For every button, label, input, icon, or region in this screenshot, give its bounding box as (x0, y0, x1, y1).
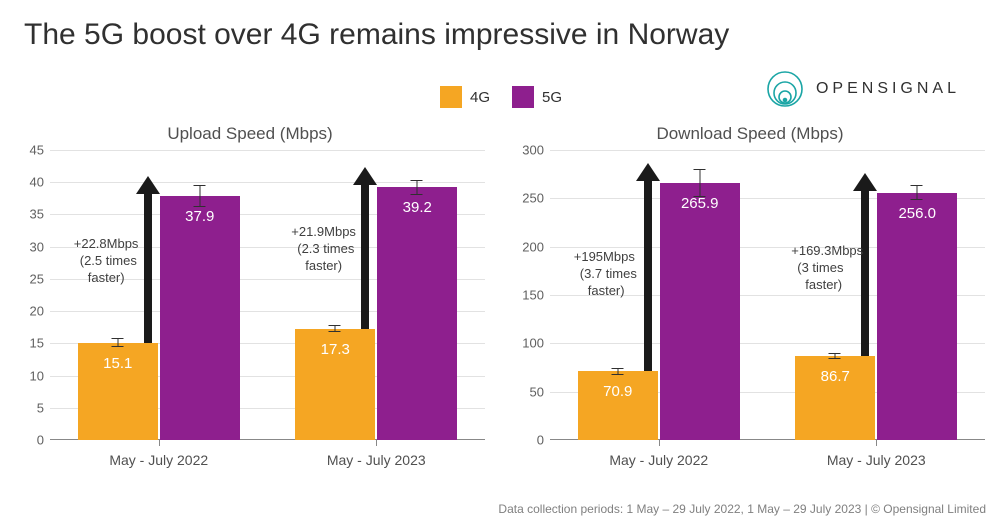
legend-swatch-5g (512, 86, 534, 108)
bar-value-label: 265.9 (660, 195, 740, 212)
panel-title: Download Speed (Mbps) (500, 124, 1000, 144)
bar-5g: 256.0 (877, 193, 957, 440)
x-tick-mark (876, 440, 877, 446)
bar-4g: 17.3 (295, 329, 375, 440)
y-tick-label: 35 (10, 207, 44, 222)
bar-value-label: 17.3 (295, 341, 375, 358)
y-tick-label: 10 (10, 368, 44, 383)
bar-value-label: 15.1 (78, 355, 158, 372)
annot-line3: faster) (291, 258, 342, 273)
boost-annotation: +169.3Mbps (3 times faster) (791, 243, 863, 294)
y-tick-label: 250 (510, 191, 544, 206)
bar-value-label: 37.9 (160, 208, 240, 225)
plot-area: 051015202530354045May - July 202215.137.… (50, 150, 485, 440)
boost-annotation: +195Mbps (3.7 times faster) (574, 249, 637, 300)
y-tick-label: 0 (510, 433, 544, 448)
x-tick-mark (659, 440, 660, 446)
bar-5g: 39.2 (377, 187, 457, 440)
grid-line (50, 182, 485, 183)
error-bar (417, 180, 418, 195)
annot-line2: (2.3 times (291, 241, 354, 256)
annot-line3: faster) (74, 270, 125, 285)
y-tick-label: 200 (510, 239, 544, 254)
error-bar (117, 338, 118, 347)
footer-text: Data collection periods: 1 May – 29 July… (498, 502, 986, 516)
y-tick-label: 50 (510, 384, 544, 399)
bar-value-label: 70.9 (578, 383, 658, 400)
brand-text: OPENSIGNAL (816, 80, 960, 98)
y-tick-label: 40 (10, 175, 44, 190)
boost-arrow (361, 181, 369, 328)
annot-line1: +22.8Mbps (74, 236, 139, 251)
grid-line (550, 150, 985, 151)
boost-arrow (144, 190, 152, 343)
annot-line3: faster) (574, 283, 625, 298)
opensignal-icon (766, 70, 804, 108)
bar-4g: 15.1 (78, 343, 158, 440)
annot-line1: +169.3Mbps (791, 243, 863, 258)
annot-line2: (3 times (791, 260, 843, 275)
legend: 4G 5G (440, 86, 562, 108)
bar-value-label: 256.0 (877, 205, 957, 222)
bar-value-label: 86.7 (795, 368, 875, 385)
bar-4g: 86.7 (795, 356, 875, 440)
x-tick-label: May - July 2022 (609, 452, 708, 468)
annot-line1: +21.9Mbps (291, 224, 356, 239)
plot-area: 050100150200250300May - July 202270.9265… (550, 150, 985, 440)
annot-line3: faster) (791, 277, 842, 292)
error-bar (617, 368, 618, 376)
y-tick-label: 300 (510, 143, 544, 158)
page-title: The 5G boost over 4G remains impressive … (0, 0, 1000, 52)
bar-5g: 265.9 (660, 183, 740, 440)
y-tick-label: 0 (10, 433, 44, 448)
annot-line1: +195Mbps (574, 249, 635, 264)
x-tick-label: May - July 2022 (109, 452, 208, 468)
error-bar (199, 185, 200, 207)
y-tick-label: 15 (10, 336, 44, 351)
y-tick-label: 30 (10, 239, 44, 254)
bar-5g: 37.9 (160, 196, 240, 440)
y-tick-label: 20 (10, 304, 44, 319)
x-tick-mark (376, 440, 377, 446)
boost-annotation: +22.8Mbps (2.5 times faster) (74, 236, 139, 287)
error-bar (835, 353, 836, 359)
x-tick-label: May - July 2023 (827, 452, 926, 468)
legend-label-4g: 4G (470, 89, 490, 106)
annot-line2: (3.7 times (574, 266, 637, 281)
x-tick-label: May - July 2023 (327, 452, 426, 468)
brand: OPENSIGNAL (766, 70, 960, 108)
header-row: 4G 5G OPENSIGNAL (0, 68, 1000, 118)
bar-4g: 70.9 (578, 371, 658, 440)
y-tick-label: 5 (10, 400, 44, 415)
upload-chart-panel: Upload Speed (Mbps)051015202530354045May… (0, 120, 500, 480)
legend-label-5g: 5G (542, 89, 562, 106)
boost-arrow (644, 177, 652, 372)
error-bar (699, 169, 700, 196)
error-bar (917, 185, 918, 200)
grid-line (50, 150, 485, 151)
charts-container: Upload Speed (Mbps)051015202530354045May… (0, 120, 1000, 480)
panel-title: Upload Speed (Mbps) (0, 124, 500, 144)
download-chart-panel: Download Speed (Mbps)050100150200250300M… (500, 120, 1000, 480)
boost-annotation: +21.9Mbps (2.3 times faster) (291, 224, 356, 275)
y-tick-label: 150 (510, 288, 544, 303)
y-tick-label: 100 (510, 336, 544, 351)
bar-value-label: 39.2 (377, 199, 457, 216)
y-tick-label: 25 (10, 271, 44, 286)
y-tick-label: 45 (10, 143, 44, 158)
annot-line2: (2.5 times (74, 253, 137, 268)
x-tick-mark (159, 440, 160, 446)
legend-swatch-4g (440, 86, 462, 108)
error-bar (335, 325, 336, 333)
